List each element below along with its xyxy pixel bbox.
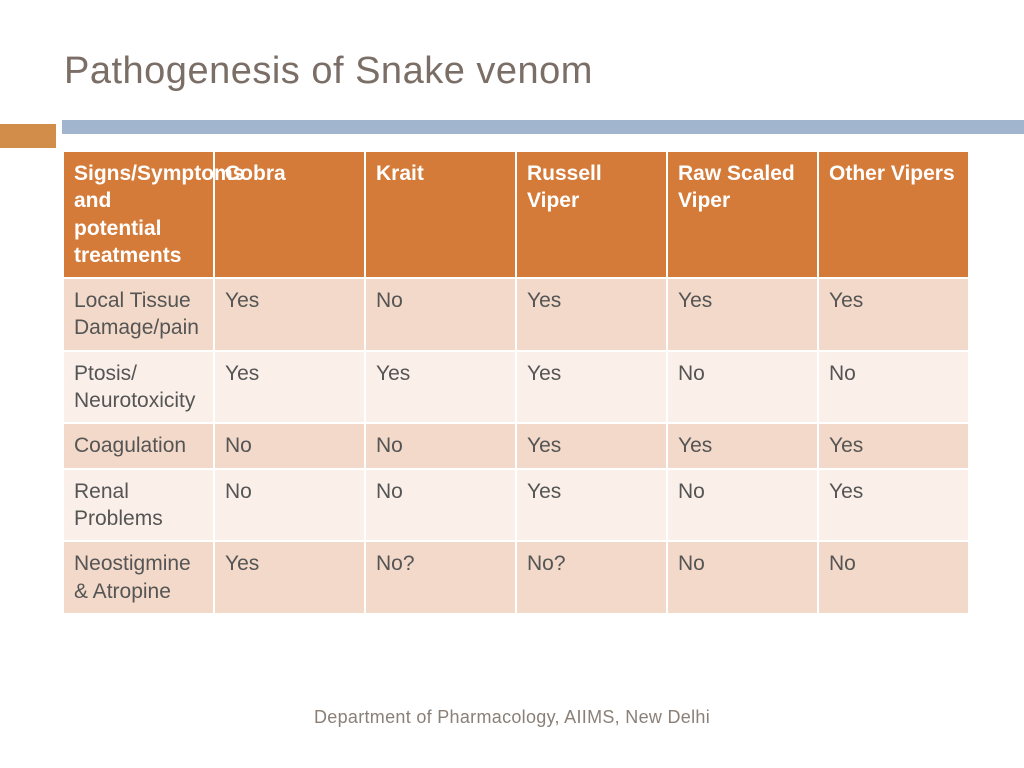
cell-value: No bbox=[365, 278, 516, 351]
cell-value: Yes bbox=[516, 351, 667, 424]
cell-value: Yes bbox=[818, 469, 969, 542]
cell-value: Yes bbox=[667, 423, 818, 468]
cell-value: No bbox=[818, 541, 969, 614]
cell-value: No? bbox=[365, 541, 516, 614]
table-row: Ptosis/ Neurotoxicity Yes Yes Yes No No bbox=[63, 351, 969, 424]
venom-table-container: Signs/Symptoms and potential treatments … bbox=[62, 150, 970, 615]
col-header-russell-viper: Russell Viper bbox=[516, 151, 667, 278]
cell-value: No bbox=[667, 469, 818, 542]
cell-value: No? bbox=[516, 541, 667, 614]
divider-orange-block bbox=[0, 124, 56, 148]
cell-row-label: Coagulation bbox=[63, 423, 214, 468]
cell-value: Yes bbox=[214, 278, 365, 351]
cell-value: Yes bbox=[516, 278, 667, 351]
col-header-cobra: Cobra bbox=[214, 151, 365, 278]
cell-value: Yes bbox=[365, 351, 516, 424]
col-header-other-vipers: Other Vipers bbox=[818, 151, 969, 278]
table-row: Local Tissue Damage/pain Yes No Yes Yes … bbox=[63, 278, 969, 351]
cell-value: Yes bbox=[214, 351, 365, 424]
cell-row-label: Local Tissue Damage/pain bbox=[63, 278, 214, 351]
table-row: Renal Problems No No Yes No Yes bbox=[63, 469, 969, 542]
col-header-raw-scaled-viper: Raw Scaled Viper bbox=[667, 151, 818, 278]
venom-table: Signs/Symptoms and potential treatments … bbox=[62, 150, 970, 615]
page-title: Pathogenesis of Snake venom bbox=[64, 50, 593, 93]
cell-value: Yes bbox=[214, 541, 365, 614]
cell-value: No bbox=[214, 423, 365, 468]
cell-value: No bbox=[818, 351, 969, 424]
cell-row-label: Ptosis/ Neurotoxicity bbox=[63, 351, 214, 424]
table-header-row: Signs/Symptoms and potential treatments … bbox=[63, 151, 969, 278]
divider-blue-bar bbox=[62, 120, 1024, 134]
cell-value: No bbox=[667, 351, 818, 424]
cell-value: No bbox=[365, 423, 516, 468]
cell-value: Yes bbox=[818, 423, 969, 468]
cell-value: Yes bbox=[818, 278, 969, 351]
col-header-symptoms: Signs/Symptoms and potential treatments bbox=[63, 151, 214, 278]
cell-value: Yes bbox=[516, 423, 667, 468]
cell-value: Yes bbox=[667, 278, 818, 351]
table-row: Coagulation No No Yes Yes Yes bbox=[63, 423, 969, 468]
cell-value: No bbox=[365, 469, 516, 542]
cell-row-label: Renal Problems bbox=[63, 469, 214, 542]
cell-row-label: Neostigmine & Atropine bbox=[63, 541, 214, 614]
title-divider bbox=[0, 120, 1024, 138]
col-header-krait: Krait bbox=[365, 151, 516, 278]
footer-text: Department of Pharmacology, AIIMS, New D… bbox=[0, 707, 1024, 728]
cell-value: No bbox=[667, 541, 818, 614]
cell-value: No bbox=[214, 469, 365, 542]
table-row: Neostigmine & Atropine Yes No? No? No No bbox=[63, 541, 969, 614]
cell-value: Yes bbox=[516, 469, 667, 542]
